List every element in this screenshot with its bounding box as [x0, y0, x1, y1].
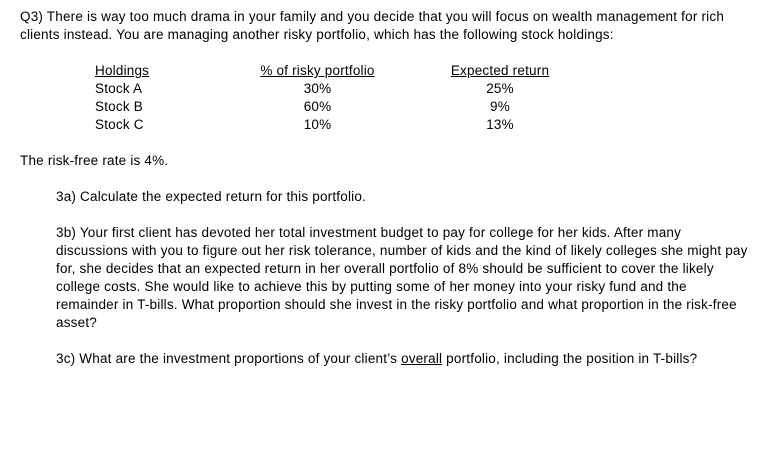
table-row: Stock A 30% 25%: [95, 80, 752, 98]
question-3b: 3b) Your first client has devoted her to…: [56, 225, 748, 330]
cell-stock-name: Stock A: [95, 81, 143, 96]
cell-expected-return: 9%: [490, 99, 510, 114]
holdings-table: Holdings % of risky portfolio Expected r…: [95, 62, 752, 134]
question-intro: Q3) There is way too much drama in your …: [20, 9, 725, 42]
header-expected-return: Expected return: [450, 63, 550, 78]
header-holdings: Holdings: [95, 63, 150, 78]
question-3c-underlined-word: overall: [401, 351, 443, 366]
table-header-row: Holdings % of risky portfolio Expected r…: [95, 62, 752, 80]
cell-weight: 30%: [303, 81, 332, 96]
cell-weight: 60%: [303, 99, 332, 114]
question-3c-text-start: 3c) What are the investment proportions …: [56, 351, 402, 366]
table-row: Stock C 10% 13%: [95, 116, 752, 134]
question-3c: 3c) What are the investment proportions …: [56, 350, 752, 368]
header-percent-of-risky-portfolio: % of risky portfolio: [260, 63, 375, 78]
risk-free-rate-line: The risk-free rate is 4%.: [20, 153, 169, 168]
cell-weight: 10%: [303, 117, 332, 132]
question-3c-text-end: portfolio, including the position in T-b…: [442, 351, 698, 366]
cell-stock-name: Stock B: [95, 99, 143, 114]
cell-expected-return: 13%: [486, 117, 514, 132]
cell-expected-return: 25%: [486, 81, 514, 96]
cell-stock-name: Stock C: [95, 117, 144, 132]
question-3a: 3a) Calculate the expected return for th…: [56, 189, 367, 204]
table-row: Stock B 60% 9%: [95, 98, 752, 116]
